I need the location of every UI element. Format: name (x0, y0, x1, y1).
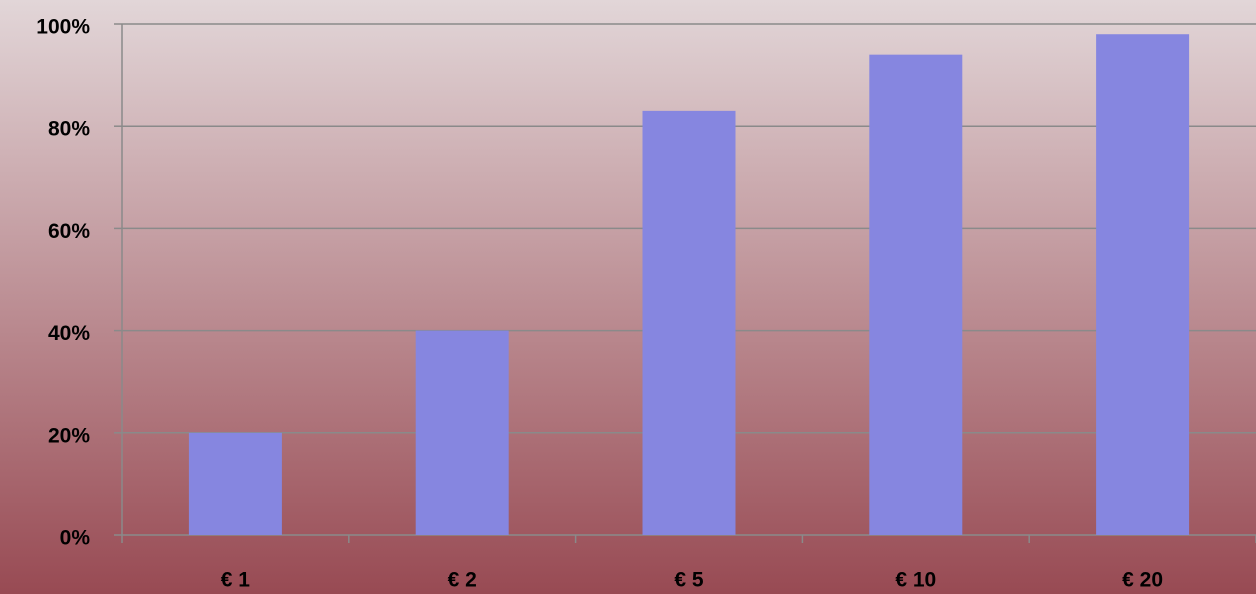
bar (869, 54, 963, 535)
bar (642, 110, 736, 536)
y-tick-label: 80% (48, 118, 90, 141)
y-tick-label: 100% (36, 16, 90, 39)
x-tick-label: € 10 (895, 569, 936, 592)
y-tick-label: 20% (48, 424, 90, 447)
y-tick-label: 0% (60, 527, 91, 550)
bar (415, 330, 509, 535)
x-tick-label: € 1 (221, 569, 251, 592)
x-tick-label: € 2 (448, 569, 477, 592)
x-tick-label: € 5 (674, 569, 704, 592)
bar (188, 432, 282, 535)
x-tick-label: € 20 (1122, 569, 1163, 592)
bar (1096, 34, 1190, 535)
y-tick-label: 60% (48, 220, 90, 243)
y-tick-label: 40% (48, 322, 90, 345)
